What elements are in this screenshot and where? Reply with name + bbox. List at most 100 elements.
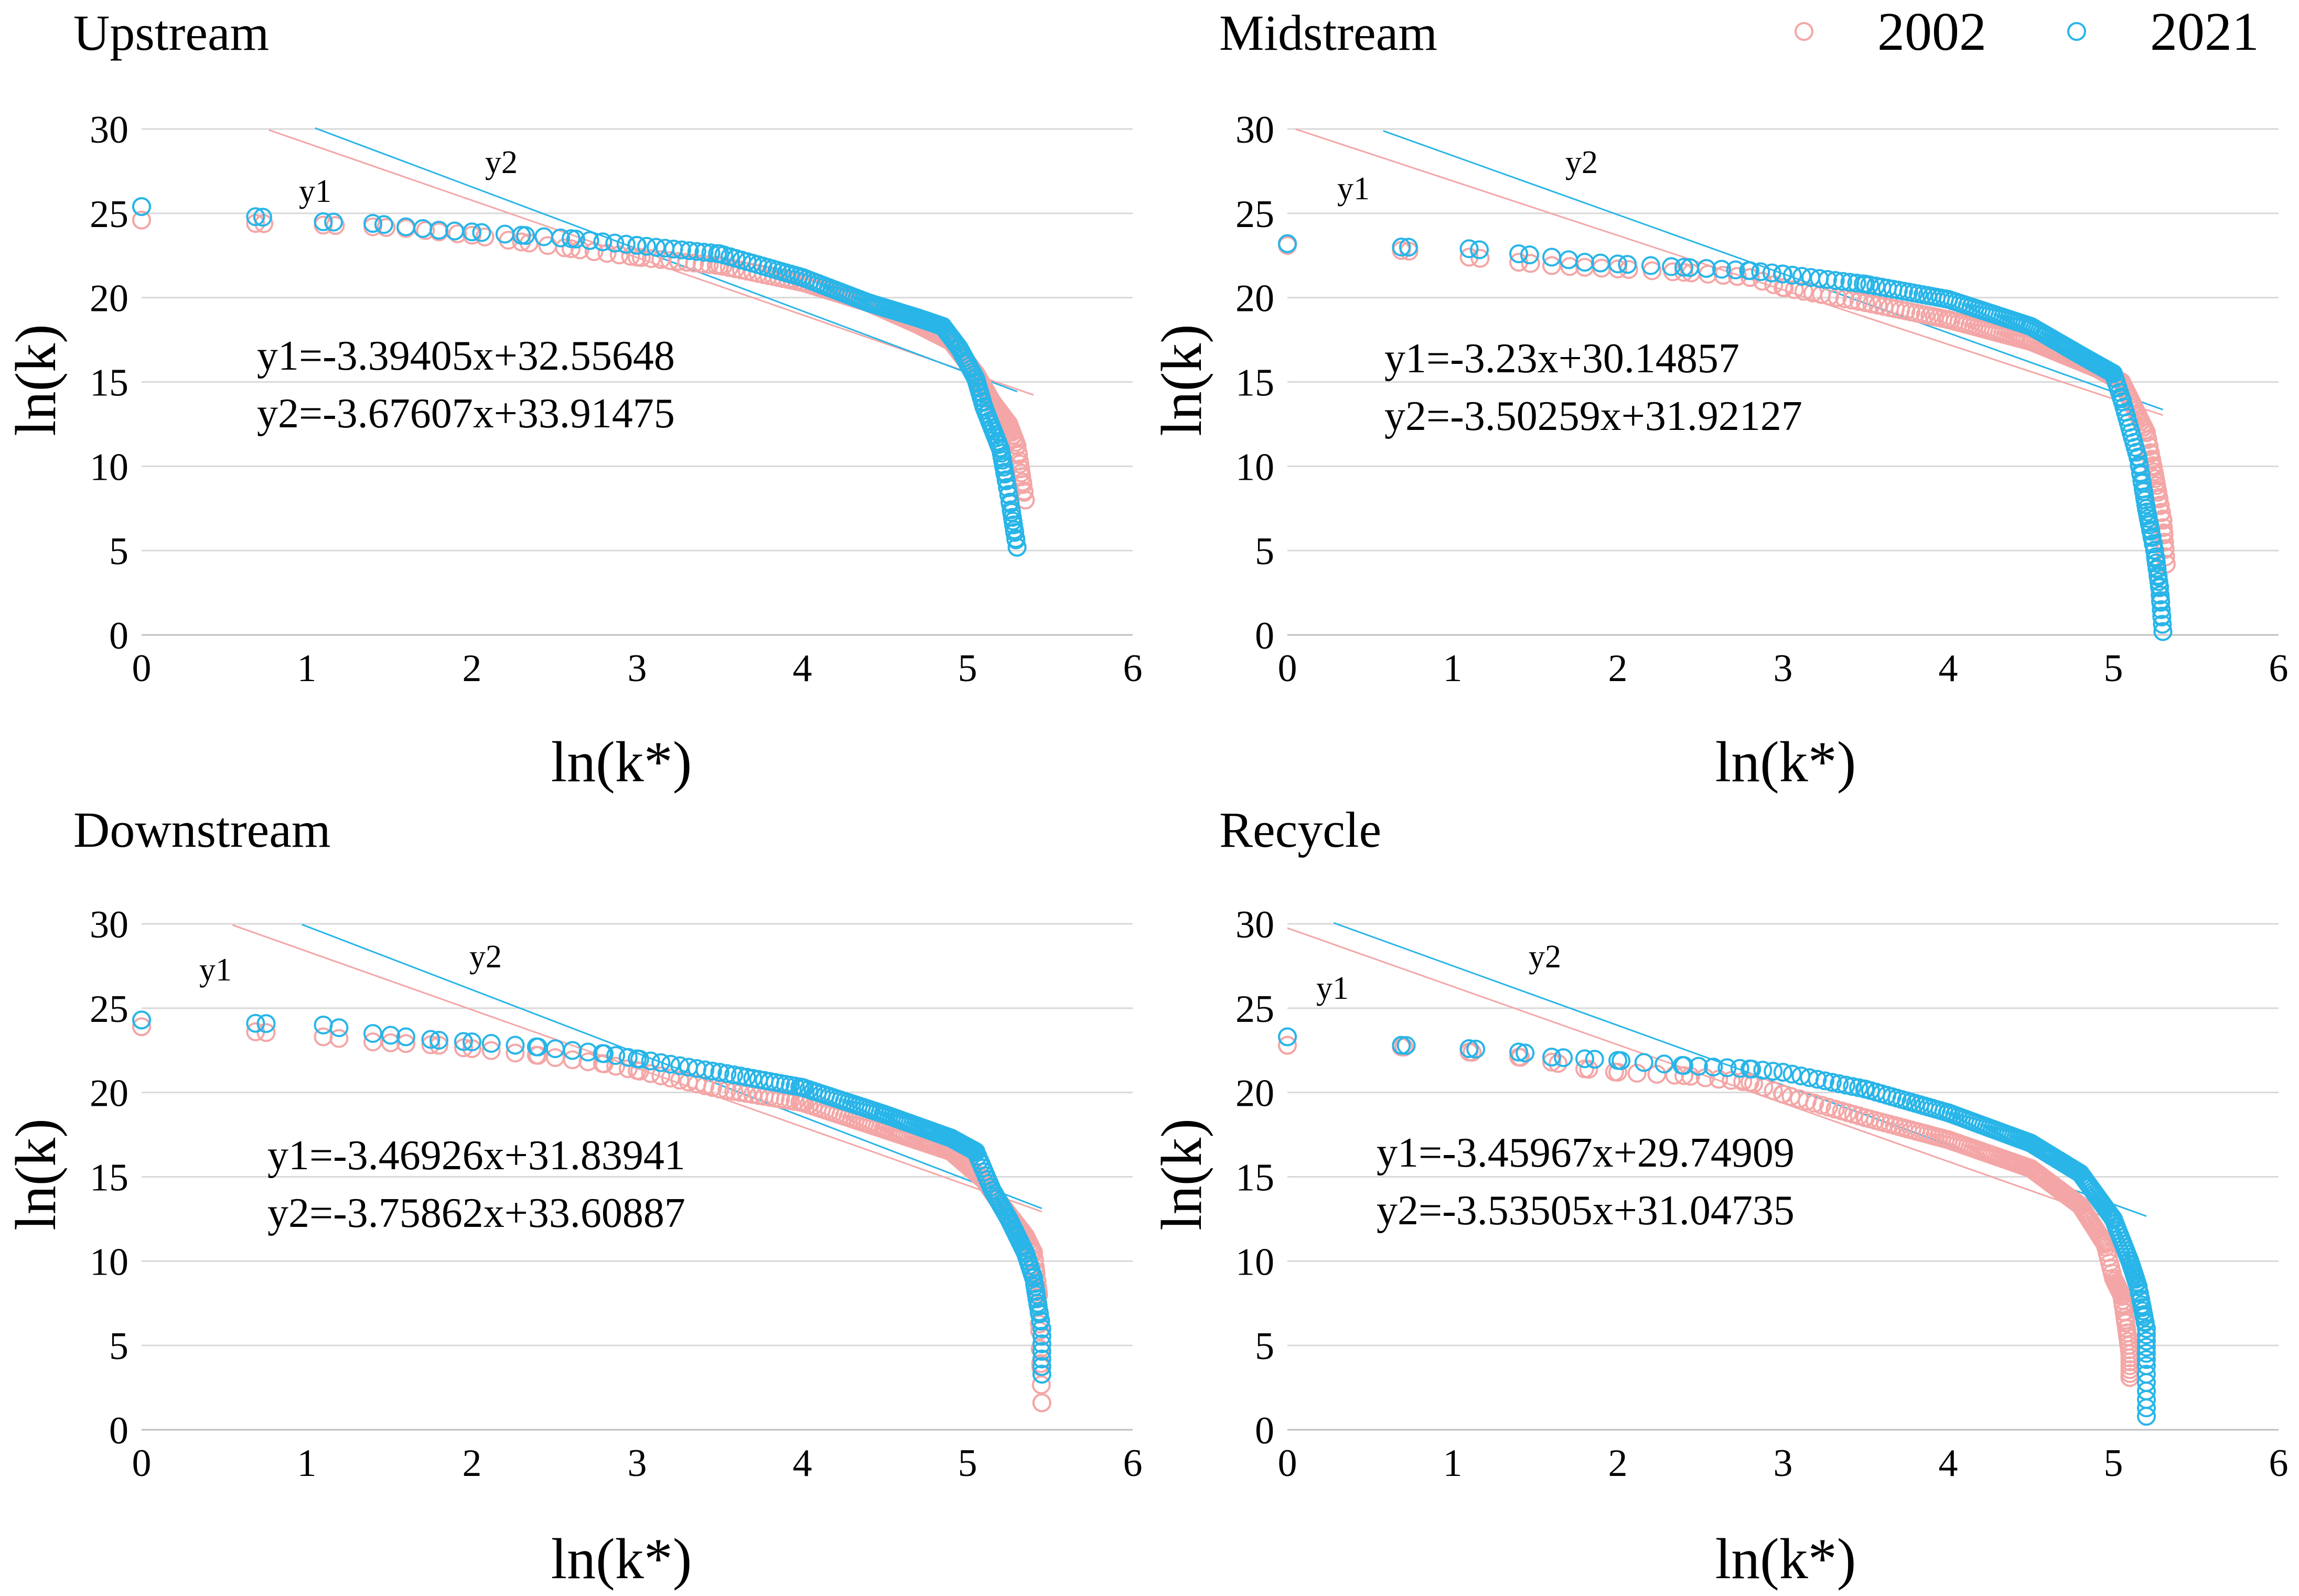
point-2021 <box>1634 1053 1653 1072</box>
panel-title: Downstream <box>73 802 331 858</box>
point-2021 <box>695 1060 715 1080</box>
point-2021 <box>1007 537 1027 557</box>
x-tick-labels: 0 1 2 3 4 5 6 <box>1278 1442 2289 1485</box>
point-2002 <box>661 1069 680 1088</box>
legend: 2002 2021 <box>1795 2 2259 62</box>
point-2021 <box>1843 1077 1862 1096</box>
point-2021 <box>637 236 657 256</box>
data-points <box>132 197 1035 557</box>
equation-y1: y1=-3.45967x+29.74909 <box>1377 1130 1795 1176</box>
y-tick-label: 5 <box>1255 530 1274 573</box>
point-2021 <box>1003 511 1023 531</box>
point-2021 <box>1399 238 1418 257</box>
point-2021 <box>527 1037 546 1056</box>
point-2002 <box>527 1045 546 1065</box>
point-2021 <box>2137 1344 2156 1363</box>
y-tick-label: 5 <box>1255 1325 1274 1368</box>
point-2021 <box>1001 494 1020 513</box>
x-tick-label: 2 <box>463 1442 482 1485</box>
y-tick-label: 25 <box>1236 193 1274 236</box>
point-2021 <box>506 1036 525 1055</box>
point-2021 <box>1032 1342 1051 1361</box>
x-tick-label: 2 <box>1608 1442 1628 1485</box>
point-2021 <box>1466 1039 1486 1059</box>
point-2021 <box>606 1046 626 1065</box>
point-2021 <box>717 1064 737 1083</box>
point-2002 <box>475 227 495 246</box>
point-2021 <box>630 1050 649 1069</box>
point-2021 <box>737 1067 756 1087</box>
point-2002 <box>1032 1393 1051 1412</box>
point-2002 <box>1470 249 1490 268</box>
y-tick-label: 5 <box>109 530 128 573</box>
point-2021 <box>1032 1327 1051 1346</box>
line-label-y1: y1 <box>199 952 232 988</box>
x-tick-label: 6 <box>2269 647 2289 690</box>
point-2021 <box>578 1042 598 1062</box>
y-tick-label: 10 <box>1236 1241 1274 1284</box>
point-2021 <box>396 1027 415 1047</box>
point-2021 <box>363 214 382 233</box>
point-2002 <box>1521 254 1540 273</box>
point-2021 <box>324 212 343 232</box>
x-tick-label: 4 <box>793 1442 812 1485</box>
x-axis-label: ln(k*) <box>1715 1527 1856 1591</box>
point-2021 <box>381 1026 400 1045</box>
point-2021 <box>1840 273 1860 292</box>
point-2021 <box>641 1051 660 1071</box>
point-2021 <box>363 1024 382 1043</box>
point-2002 <box>621 246 640 266</box>
point-2002 <box>578 1052 598 1072</box>
point-2021 <box>1554 1048 1573 1067</box>
point-2021 <box>1396 1036 1416 1055</box>
point-2021 <box>1773 1063 1792 1082</box>
point-2021 <box>1808 1070 1827 1089</box>
point-2021 <box>1704 1058 1723 1077</box>
point-2021 <box>1459 239 1479 258</box>
point-2002 <box>416 221 435 240</box>
point-2021 <box>2145 541 2164 560</box>
point-2021 <box>329 1018 349 1038</box>
point-2002 <box>562 239 581 258</box>
point-2021 <box>429 1030 448 1050</box>
x-tick-labels: 0 1 2 3 4 5 6 <box>132 1442 1143 1485</box>
point-2021 <box>1742 1059 1761 1079</box>
x-tick-labels: 0 1 2 3 4 5 6 <box>132 647 1143 690</box>
point-2002 <box>1549 1054 1568 1073</box>
point-2021 <box>2152 600 2171 619</box>
point-2021 <box>1023 1264 1042 1284</box>
point-2021 <box>1726 260 1745 279</box>
point-2021 <box>1002 503 1021 522</box>
y-tick-label: 25 <box>90 988 128 1031</box>
data-points <box>132 1010 1051 1412</box>
point-2021 <box>730 1066 750 1086</box>
legend-marker-2002 <box>1795 22 1813 41</box>
point-2021 <box>566 229 585 249</box>
point-2021 <box>314 1016 333 1034</box>
point-2021 <box>2148 566 2168 585</box>
point-2021 <box>2153 614 2172 634</box>
x-tick-label: 1 <box>1443 1442 1463 1485</box>
point-2002 <box>1463 1043 1482 1062</box>
point-2021 <box>1392 238 1411 257</box>
point-2002 <box>132 1017 151 1037</box>
point-2021 <box>1005 520 1024 540</box>
fit-line-2021 <box>315 127 1018 393</box>
point-2021 <box>2137 1350 2156 1369</box>
point-2002 <box>132 210 151 230</box>
line-label-y2: y2 <box>1565 145 1598 180</box>
point-2002 <box>1032 1375 1051 1395</box>
panel-title: Midstream <box>1219 5 1437 61</box>
point-2021 <box>253 208 272 227</box>
point-2021 <box>2141 520 2160 539</box>
point-2021 <box>132 197 151 216</box>
point-2021 <box>246 207 265 227</box>
x-tick-label: 6 <box>1123 647 1143 690</box>
point-2021 <box>1854 274 1873 294</box>
y-tick-label: 0 <box>1255 614 1274 657</box>
point-2021 <box>1618 255 1637 274</box>
point-2021 <box>454 1032 473 1051</box>
point-2002 <box>630 1061 649 1081</box>
x-tick-label: 4 <box>793 647 812 690</box>
line-label-y1: y1 <box>1337 171 1370 207</box>
